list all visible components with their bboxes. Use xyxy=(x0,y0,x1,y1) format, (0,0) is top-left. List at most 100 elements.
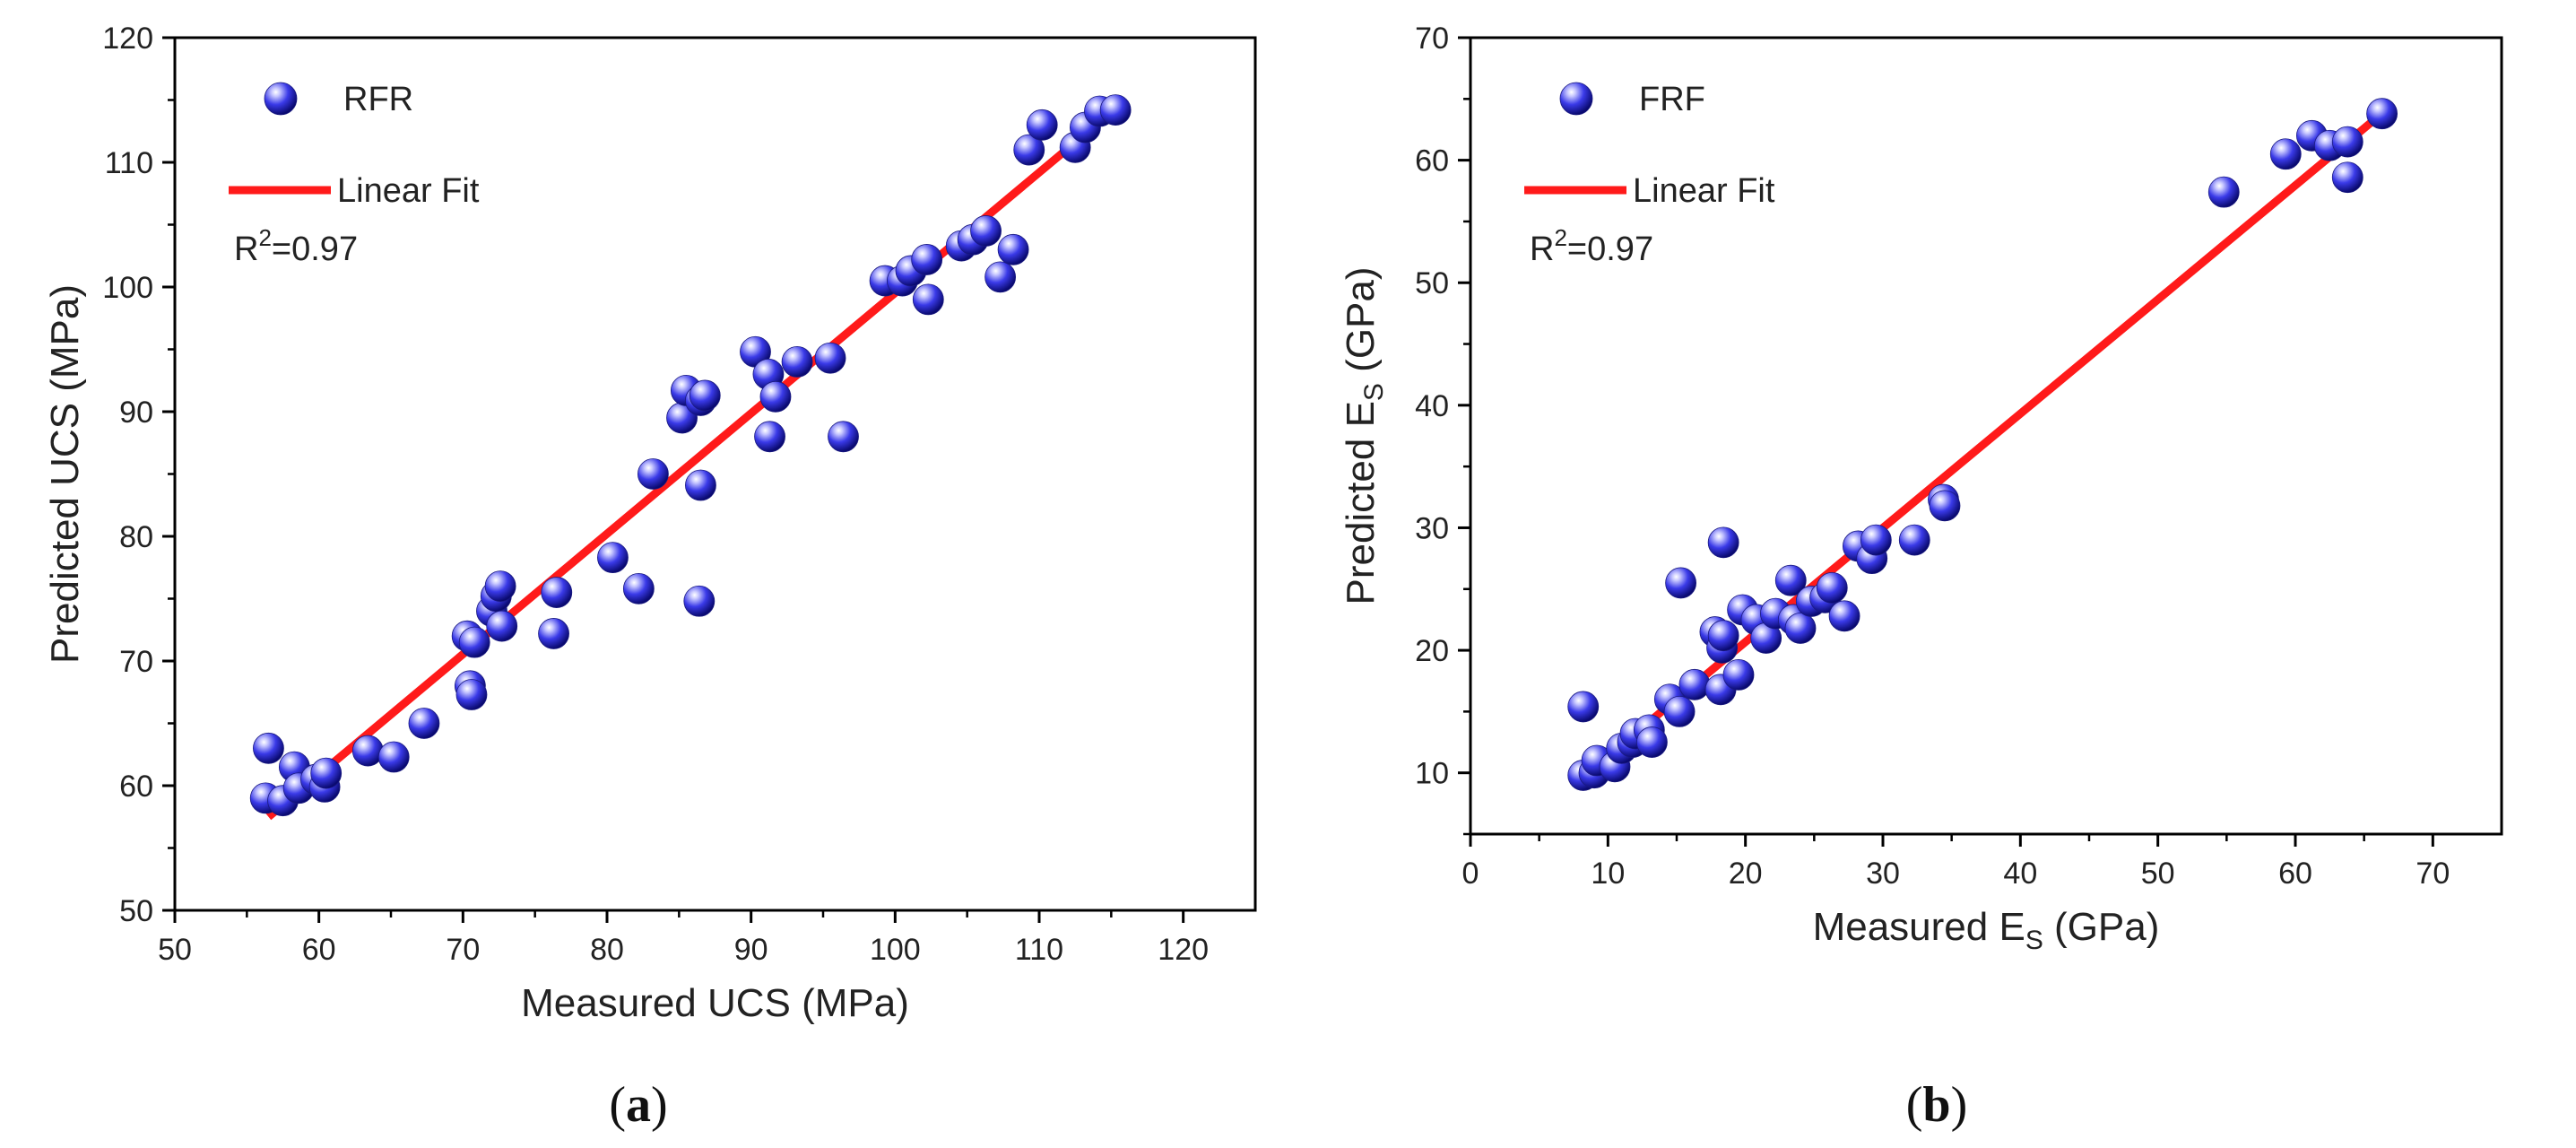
data-point xyxy=(408,708,440,739)
x-tick-label: 0 xyxy=(1462,857,1479,891)
data-point xyxy=(1026,109,1058,141)
y-tick-label: 50 xyxy=(119,894,153,928)
y-tick-label: 40 xyxy=(1415,389,1449,423)
x-tick-label: 80 xyxy=(590,933,624,967)
chart-panel-a: 50 60 70 80 90 100 110 120 50 60 70 80 90 100 110 120 Me… xyxy=(43,22,1257,1133)
data-point xyxy=(781,345,813,378)
data-point xyxy=(1774,564,1807,596)
x-tick-label: 60 xyxy=(2278,857,2312,891)
data-point xyxy=(754,421,785,453)
data-point xyxy=(1828,600,1860,632)
data-point xyxy=(970,215,1002,247)
y-axis-title: Predicted ES (GPa) xyxy=(1339,266,1389,604)
data-point xyxy=(486,610,518,642)
x-tick-label: 120 xyxy=(1158,933,1209,967)
data-point xyxy=(2269,138,2302,170)
data-point xyxy=(622,572,655,604)
data-point xyxy=(997,233,1029,265)
data-point xyxy=(1929,490,1961,522)
legend-label-fit: Linear Fit xyxy=(337,172,480,210)
x-tick-label: 50 xyxy=(158,933,192,967)
data-point xyxy=(1784,613,1817,644)
x-tick-label: 30 xyxy=(1866,857,1900,891)
data-point xyxy=(351,735,384,767)
data-point xyxy=(814,342,846,374)
data-point xyxy=(538,618,569,649)
chart-panel-b: 0 10 20 30 40 50 60 70 10 20 30 40 50 60 70 Measured ES… xyxy=(1339,22,2503,1133)
x-tick-label: 100 xyxy=(870,933,921,967)
linear-fit-line xyxy=(1577,108,2388,782)
y-tick-label: 110 xyxy=(105,146,153,180)
data-point xyxy=(984,261,1017,293)
data-point xyxy=(1707,526,1739,559)
legend-label-series: FRF xyxy=(1639,81,1705,118)
x-tick-label: 70 xyxy=(446,933,480,967)
r-squared-annotation: R2=0.97 xyxy=(234,224,358,268)
legend-label-series: RFR xyxy=(343,81,413,118)
legend-marker xyxy=(1559,82,1593,116)
data-point xyxy=(1816,572,1848,604)
x-tick-label: 110 xyxy=(1015,933,1063,967)
y-tick-label: 80 xyxy=(119,520,153,554)
x-tick-label: 70 xyxy=(2416,857,2450,891)
r-squared-annotation: R2=0.97 xyxy=(1530,224,1653,268)
panel-label: (b) xyxy=(1906,1077,1967,1133)
data-point xyxy=(310,757,343,789)
data-point xyxy=(597,542,629,574)
x-tick-label: 60 xyxy=(302,933,336,967)
data-point xyxy=(1663,695,1696,727)
data-point xyxy=(1099,94,1132,126)
data-point xyxy=(2207,176,2240,208)
data-point xyxy=(1636,726,1668,758)
data-point xyxy=(1013,134,1045,166)
data-point xyxy=(759,380,792,413)
data-point xyxy=(1722,659,1755,691)
data-point xyxy=(1678,668,1711,700)
x-tick-label: 10 xyxy=(1591,857,1625,891)
y-tick-label: 70 xyxy=(1415,22,1449,56)
y-tick-label: 20 xyxy=(1415,634,1449,668)
y-tick-label: 10 xyxy=(1415,757,1449,791)
data-point xyxy=(637,458,669,490)
x-axis-title: Measured ES (GPa) xyxy=(1813,905,2160,955)
data-point xyxy=(2331,126,2364,158)
x-tick-label: 50 xyxy=(2141,857,2175,891)
linear-fit-line xyxy=(265,102,1122,821)
data-point xyxy=(1665,567,1696,599)
y-tick-label: 100 xyxy=(102,271,153,305)
x-axis-title: Measured UCS (MPa) xyxy=(521,981,909,1025)
y-tick-label: 50 xyxy=(1415,266,1449,300)
data-point xyxy=(2331,161,2364,194)
y-tick-label: 70 xyxy=(119,645,153,679)
y-tick-label: 90 xyxy=(119,396,153,430)
x-tick-label: 40 xyxy=(2003,857,2037,891)
y-tick-label: 60 xyxy=(119,770,153,804)
legend-marker xyxy=(264,82,298,116)
data-point xyxy=(455,679,488,710)
data-point xyxy=(458,626,490,658)
data-point xyxy=(377,741,410,773)
data-point xyxy=(683,585,716,617)
data-point xyxy=(911,244,943,275)
y-tick-label: 120 xyxy=(102,22,153,56)
x-tick-label: 90 xyxy=(734,933,768,967)
x-tick-label: 20 xyxy=(1729,857,1763,891)
data-point xyxy=(1707,620,1739,652)
y-tick-label: 30 xyxy=(1415,511,1449,545)
data-point xyxy=(689,379,721,412)
data-point xyxy=(253,732,284,764)
data-point xyxy=(912,283,944,316)
data-point xyxy=(1898,524,1930,556)
panel-label: (a) xyxy=(609,1077,667,1133)
y-tick-label: 60 xyxy=(1415,144,1449,178)
data-point xyxy=(1567,691,1600,723)
legend-label-fit: Linear Fit xyxy=(1633,172,1775,210)
data-point xyxy=(685,469,716,501)
data-point xyxy=(541,577,573,608)
data-point xyxy=(828,421,859,453)
data-point xyxy=(484,570,516,602)
plot-frame xyxy=(1469,36,2503,836)
data-point xyxy=(2366,98,2398,130)
y-axis-title: Predicted UCS (MPa) xyxy=(43,284,87,664)
